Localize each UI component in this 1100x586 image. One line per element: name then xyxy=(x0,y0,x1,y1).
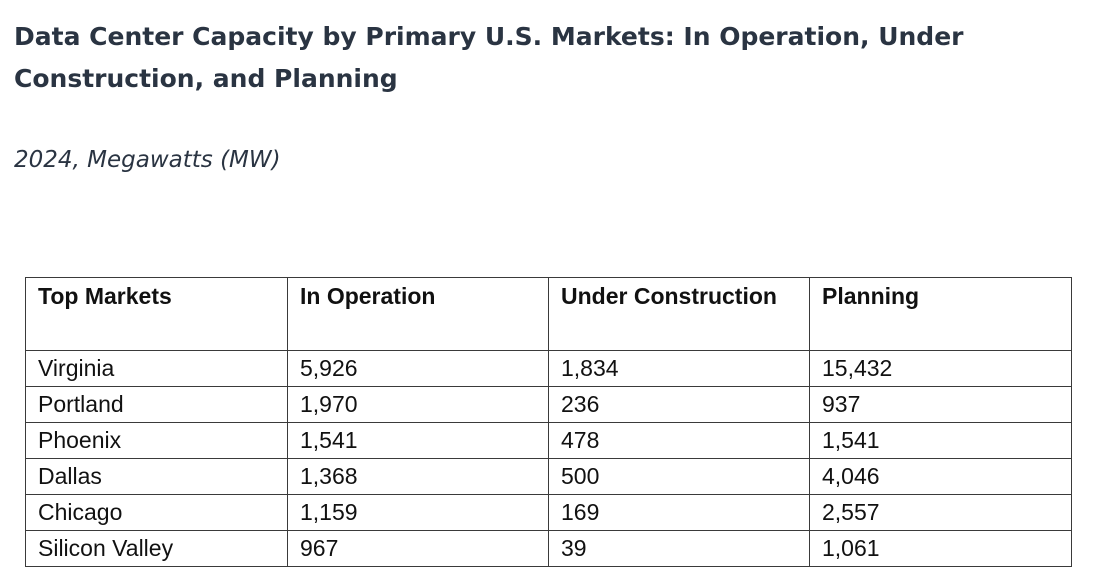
market-name: Chicago xyxy=(25,494,288,531)
table-row: Portland 1,970 236 937 xyxy=(25,386,1072,423)
page-subtitle: 2024, Megawatts (MW) xyxy=(14,147,281,173)
planning-value: 15,432 xyxy=(809,350,1072,387)
in-operation-value: 1,970 xyxy=(287,386,549,423)
page-title: Data Center Capacity by Primary U.S. Mar… xyxy=(14,22,964,93)
table-row: Phoenix 1,541 478 1,541 xyxy=(25,422,1072,459)
header-in-operation: In Operation xyxy=(287,277,549,351)
table-header-row: Top Markets In Operation Under Construct… xyxy=(25,277,1072,351)
planning-value: 937 xyxy=(809,386,1072,423)
header-planning: Planning xyxy=(809,277,1072,351)
planning-value: 1,061 xyxy=(809,530,1072,567)
table-row: Chicago 1,159 169 2,557 xyxy=(25,494,1072,531)
under-construction-value: 500 xyxy=(548,458,810,495)
under-construction-value: 478 xyxy=(548,422,810,459)
planning-value: 2,557 xyxy=(809,494,1072,531)
in-operation-value: 1,541 xyxy=(287,422,549,459)
under-construction-value: 39 xyxy=(548,530,810,567)
header-top-markets: Top Markets xyxy=(25,277,288,351)
under-construction-value: 1,834 xyxy=(548,350,810,387)
under-construction-value: 169 xyxy=(548,494,810,531)
planning-value: 1,541 xyxy=(809,422,1072,459)
table-row: Silicon Valley 967 39 1,061 xyxy=(25,530,1072,567)
header-under-construction: Under Construction xyxy=(548,277,810,351)
table-row: Virginia 5,926 1,834 15,432 xyxy=(25,350,1072,387)
in-operation-value: 5,926 xyxy=(287,350,549,387)
planning-value: 4,046 xyxy=(809,458,1072,495)
in-operation-value: 1,368 xyxy=(287,458,549,495)
market-name: Portland xyxy=(25,386,288,423)
in-operation-value: 967 xyxy=(287,530,549,567)
under-construction-value: 236 xyxy=(548,386,810,423)
market-name: Phoenix xyxy=(25,422,288,459)
market-name: Virginia xyxy=(25,350,288,387)
capacity-table: Top Markets In Operation Under Construct… xyxy=(25,277,1072,567)
in-operation-value: 1,159 xyxy=(287,494,549,531)
market-name: Dallas xyxy=(25,458,288,495)
table-row: Dallas 1,368 500 4,046 xyxy=(25,458,1072,495)
market-name: Silicon Valley xyxy=(25,530,288,567)
